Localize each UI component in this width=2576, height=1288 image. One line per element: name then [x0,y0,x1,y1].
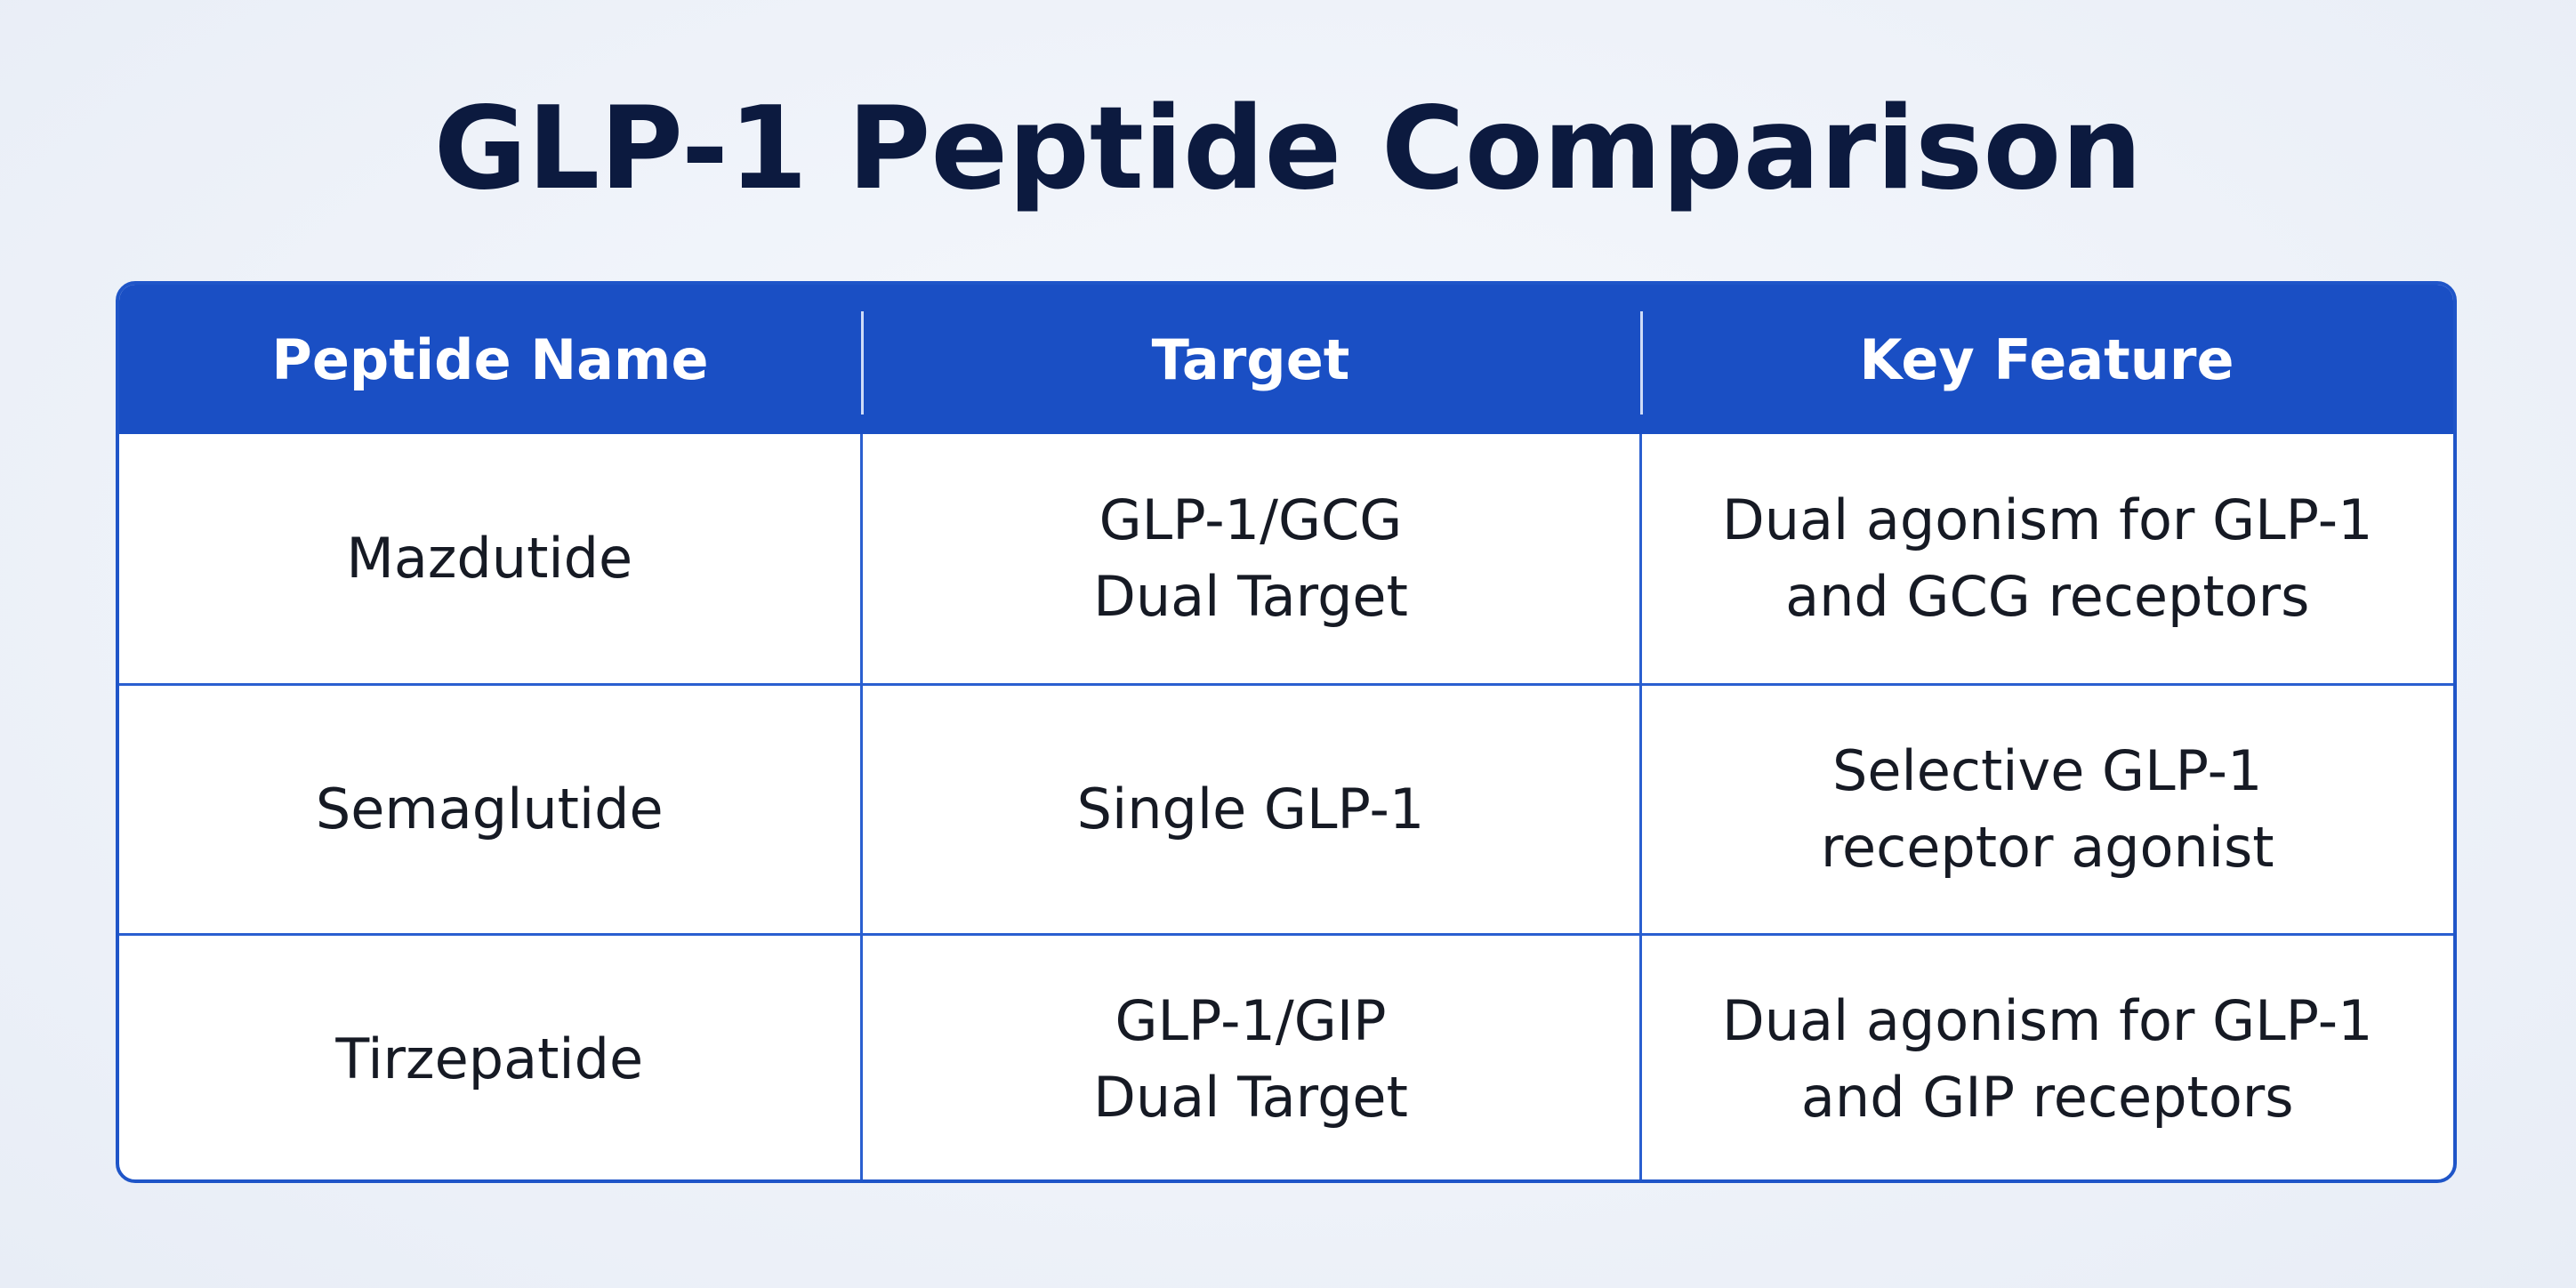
page-title: GLP-1 Peptide Comparison [433,83,2143,215]
target-line: Dual Target [1093,1065,1408,1131]
target-cell: GLP-1/GIP Dual Target [859,932,1640,1179]
peptide-name-cell: Semaglutide [119,682,861,934]
key-feature-cell: Selective GLP-1 receptor agonist [1638,682,2453,934]
comparison-table: Peptide Name Target Key Feature Mazdutid… [119,285,2453,1179]
table-row: Tirzepatide GLP-1/GIP Dual Target Dual a… [119,932,2453,1179]
table-header: Peptide Name Target Key Feature [119,285,2453,434]
key-feature-line: and GIP receptors [1800,1065,2294,1131]
key-feature-line: and GCG receptors [1785,563,2310,629]
peptide-name: Tirzepatide [335,1026,644,1092]
key-feature-cell: Dual agonism for GLP-1 and GCG receptors [1638,434,2453,684]
target-line: GLP-1/GCG [1099,487,1403,552]
target-line: Dual Target [1093,563,1408,629]
column-header-key-feature: Key Feature [1640,285,2453,434]
table-row: Semaglutide Single GLP-1 Selective GLP-1… [119,682,2453,934]
peptide-name: Mazdutide [346,525,633,591]
table-body: Mazdutide GLP-1/GCG Dual Target Dual ago… [119,434,2453,1179]
target-cell: Single GLP-1 [859,682,1640,934]
peptide-name-cell: Tirzepatide [119,932,861,1179]
key-feature-cell: Dual agonism for GLP-1 and GIP receptors [1638,932,2453,1179]
key-feature-line: Selective GLP-1 [1832,737,2263,803]
comparison-table-card: Peptide Name Target Key Feature Mazdutid… [116,281,2457,1183]
target-line: Single GLP-1 [1076,776,1425,841]
column-header-peptide-name: Peptide Name [271,326,709,392]
header-row: Peptide Name Target Key Feature [119,285,2453,434]
table-row: Mazdutide GLP-1/GCG Dual Target Dual ago… [119,434,2453,684]
key-feature-line: Dual agonism for GLP-1 [1721,988,2373,1054]
target-line: GLP-1/GIP [1115,988,1387,1054]
peptide-name-cell: Mazdutide [119,434,861,684]
column-header-target: Target [861,285,1640,434]
peptide-name: Semaglutide [315,776,664,841]
target-cell: GLP-1/GCG Dual Target [859,434,1640,684]
key-feature-line: receptor agonist [1820,814,2274,880]
key-feature-line: Dual agonism for GLP-1 [1721,487,2373,552]
